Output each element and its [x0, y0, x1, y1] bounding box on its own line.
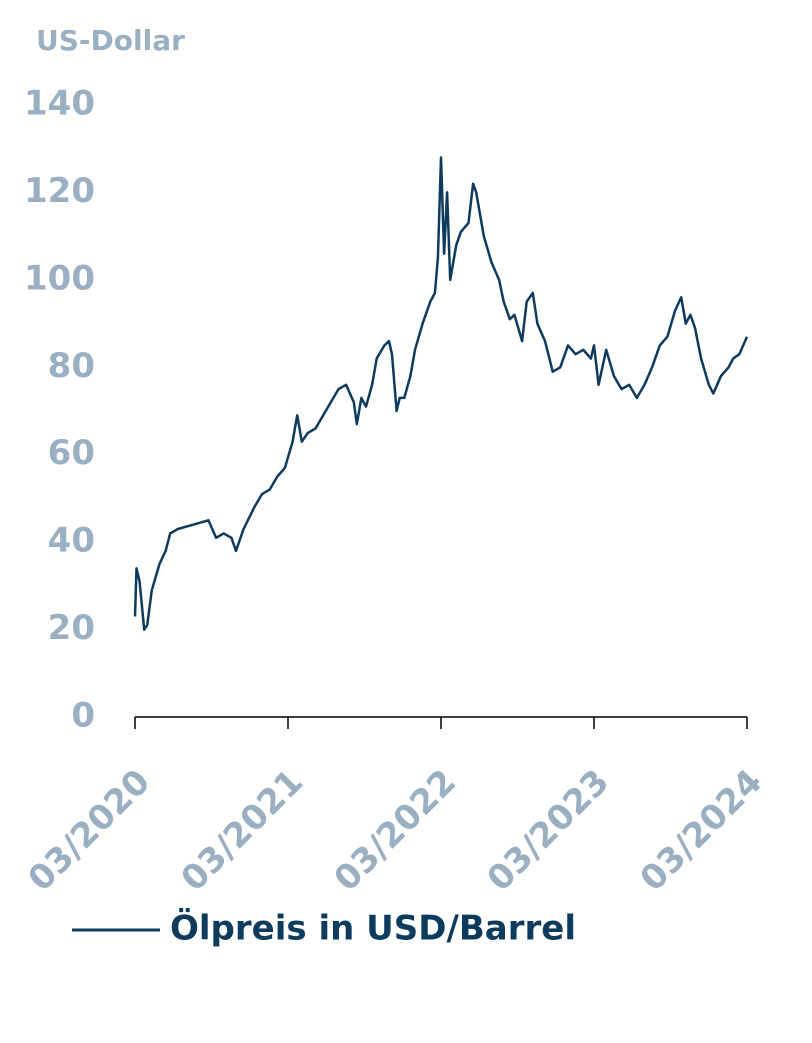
y-tick-label: 20	[48, 608, 95, 648]
x-tick-label: 03/2023	[480, 762, 617, 899]
y-tick-label: 60	[48, 433, 95, 473]
y-tick-label: 40	[48, 521, 95, 561]
legend-label: Ölpreis in USD/Barrel	[170, 908, 576, 949]
x-tick-label: 03/2024	[633, 762, 770, 899]
y-tick-label: 120	[24, 171, 95, 211]
data-line	[133, 156, 749, 631]
y-tick-label: 0	[71, 696, 95, 736]
y-axis-label: US-Dollar	[36, 24, 185, 57]
y-tick-label: 100	[24, 258, 95, 298]
x-tick-label: 03/2020	[21, 762, 158, 899]
y-tick-label: 80	[48, 346, 95, 386]
x-tick-label: 03/2022	[327, 762, 464, 899]
y-tick-label: 140	[24, 84, 95, 124]
x-tick-label: 03/2021	[174, 762, 311, 899]
